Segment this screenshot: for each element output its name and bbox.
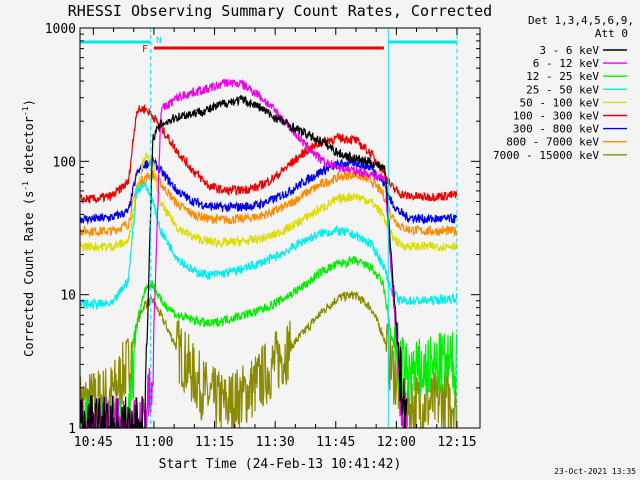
y-axis-label: Corrected Count Rate (s-1 detector-1)	[21, 99, 36, 357]
y-axis-label-prefix: Corrected Count Rate (s	[22, 191, 36, 357]
series-line-50-100-kev	[79, 152, 458, 253]
y-axis-label-end: )	[22, 99, 36, 106]
series-line-6-12-kev	[80, 78, 407, 429]
tick-layer: 10:45 11:00 11:15 11:30 11:45 12:00 12:15 1 10 10…	[45, 22, 480, 450]
legend-label: 800 - 7000 keV	[506, 136, 599, 149]
y-axis-label-sup2: -1	[21, 106, 30, 116]
legend-label: 7000 - 15000 keV	[493, 149, 599, 162]
chart-title: RHESSI Observing Summary Count Rates, Co…	[68, 2, 492, 20]
legend-label: 100 - 300 keV	[513, 110, 599, 123]
legend-label: 3 - 6 keV	[539, 44, 599, 57]
y-tick-label: 1	[68, 422, 76, 437]
y-axis-label-sup1: -1	[21, 181, 30, 191]
series-line-100-300-kev	[79, 104, 458, 204]
legend-title-line2: Att 0	[595, 27, 628, 40]
legend-label: 25 - 50 keV	[526, 83, 599, 96]
y-axis-label-mid: detector	[22, 116, 36, 181]
saa-marker-label: N	[156, 36, 161, 46]
marker-layer: FN	[80, 28, 458, 428]
legend-label: 12 - 25 keV	[526, 70, 599, 83]
legend-label: 6 - 12 keV	[533, 57, 600, 70]
series-line-12-25-kev	[79, 255, 458, 430]
legend-label: 50 - 100 keV	[520, 96, 600, 109]
x-tick-label: 11:15	[195, 435, 234, 450]
x-axis-label: Start Time (24-Feb-13 10:41:42)	[159, 457, 402, 472]
series-line-7000-15000-kev	[79, 290, 458, 429]
y-tick-label: 10	[60, 289, 76, 304]
x-tick-label: 11:45	[316, 435, 355, 450]
y-tick-label: 100	[53, 155, 76, 170]
x-tick-label: 12:15	[437, 435, 476, 450]
legend-title-line1: Det 1,3,4,5,6,9,	[528, 14, 634, 27]
plot-frame	[79, 27, 481, 429]
flare-bar-label: F	[142, 44, 148, 55]
footer-timestamp: 23-Oct-2021 13:35	[554, 467, 636, 476]
x-tick-label: 12:00	[377, 435, 416, 450]
x-tick-label: 10:45	[74, 435, 113, 450]
x-tick-label: 11:30	[256, 435, 295, 450]
y-tick-label: 1000	[45, 22, 76, 37]
x-tick-label: 11:00	[134, 435, 173, 450]
legend-label: 300 - 800 keV	[513, 123, 599, 136]
